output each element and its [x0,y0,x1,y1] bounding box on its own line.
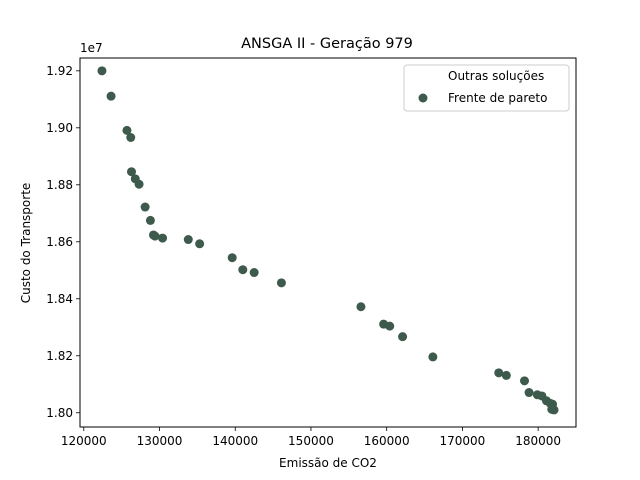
pareto-point [145,215,155,225]
pareto-point [494,368,504,378]
x-tick-label: 150000 [288,434,334,448]
legend-marker-pareto [418,93,428,103]
x-tick-label: 130000 [137,434,183,448]
pareto-point [97,66,107,76]
pareto-point [356,302,366,312]
pareto-point [227,253,237,263]
y-tick-label: 1.86 [46,235,73,249]
pareto-point [385,321,395,331]
pareto-point [126,132,136,142]
chart-title: ANSGA II - Geração 979 [241,36,413,52]
y-offset-label: 1e7 [80,41,103,55]
pareto-point [520,376,530,386]
pareto-point [238,265,248,275]
legend-label-pareto: Frente de pareto [448,91,547,105]
pareto-point [134,179,144,189]
pareto-point [158,233,168,243]
y-tick-label: 1.84 [46,292,73,306]
x-tick-label: 160000 [364,434,410,448]
x-tick-label: 120000 [61,434,107,448]
y-tick-label: 1.82 [46,349,73,363]
pareto-point [126,167,136,177]
x-tick-label: 170000 [440,434,486,448]
axis-ticks: 120000 130000 140000 150000 160000 170000 1800… [46,64,561,448]
legend: Outras soluções Frente de pareto [403,64,570,112]
pareto-point [249,268,259,278]
y-axis-label: Custo do Transporte [19,183,33,304]
x-axis-label: Emissão de CO2 [279,456,377,470]
x-tick-label: 140000 [212,434,258,448]
legend-box [403,64,570,112]
pareto-point [276,278,286,288]
pareto-point [398,332,408,342]
pareto-point [106,91,116,101]
y-tick-label: 1.92 [46,64,73,78]
x-tick-label: 180000 [515,434,561,448]
data-points [97,66,559,415]
plot-frame [79,57,577,428]
y-tick-label: 1.88 [46,178,73,192]
pareto-point [150,231,160,241]
legend-label-other: Outras soluções [448,69,544,83]
pareto-point [428,352,438,362]
pareto-point [195,239,205,249]
pareto-point [501,370,511,380]
y-tick-label: 1.80 [46,406,73,420]
pareto-point [122,125,132,135]
pareto-point [183,235,193,245]
pareto-point [549,405,559,415]
pareto-point [140,202,150,212]
y-tick-label: 1.90 [46,121,73,135]
pareto-point [524,388,534,398]
